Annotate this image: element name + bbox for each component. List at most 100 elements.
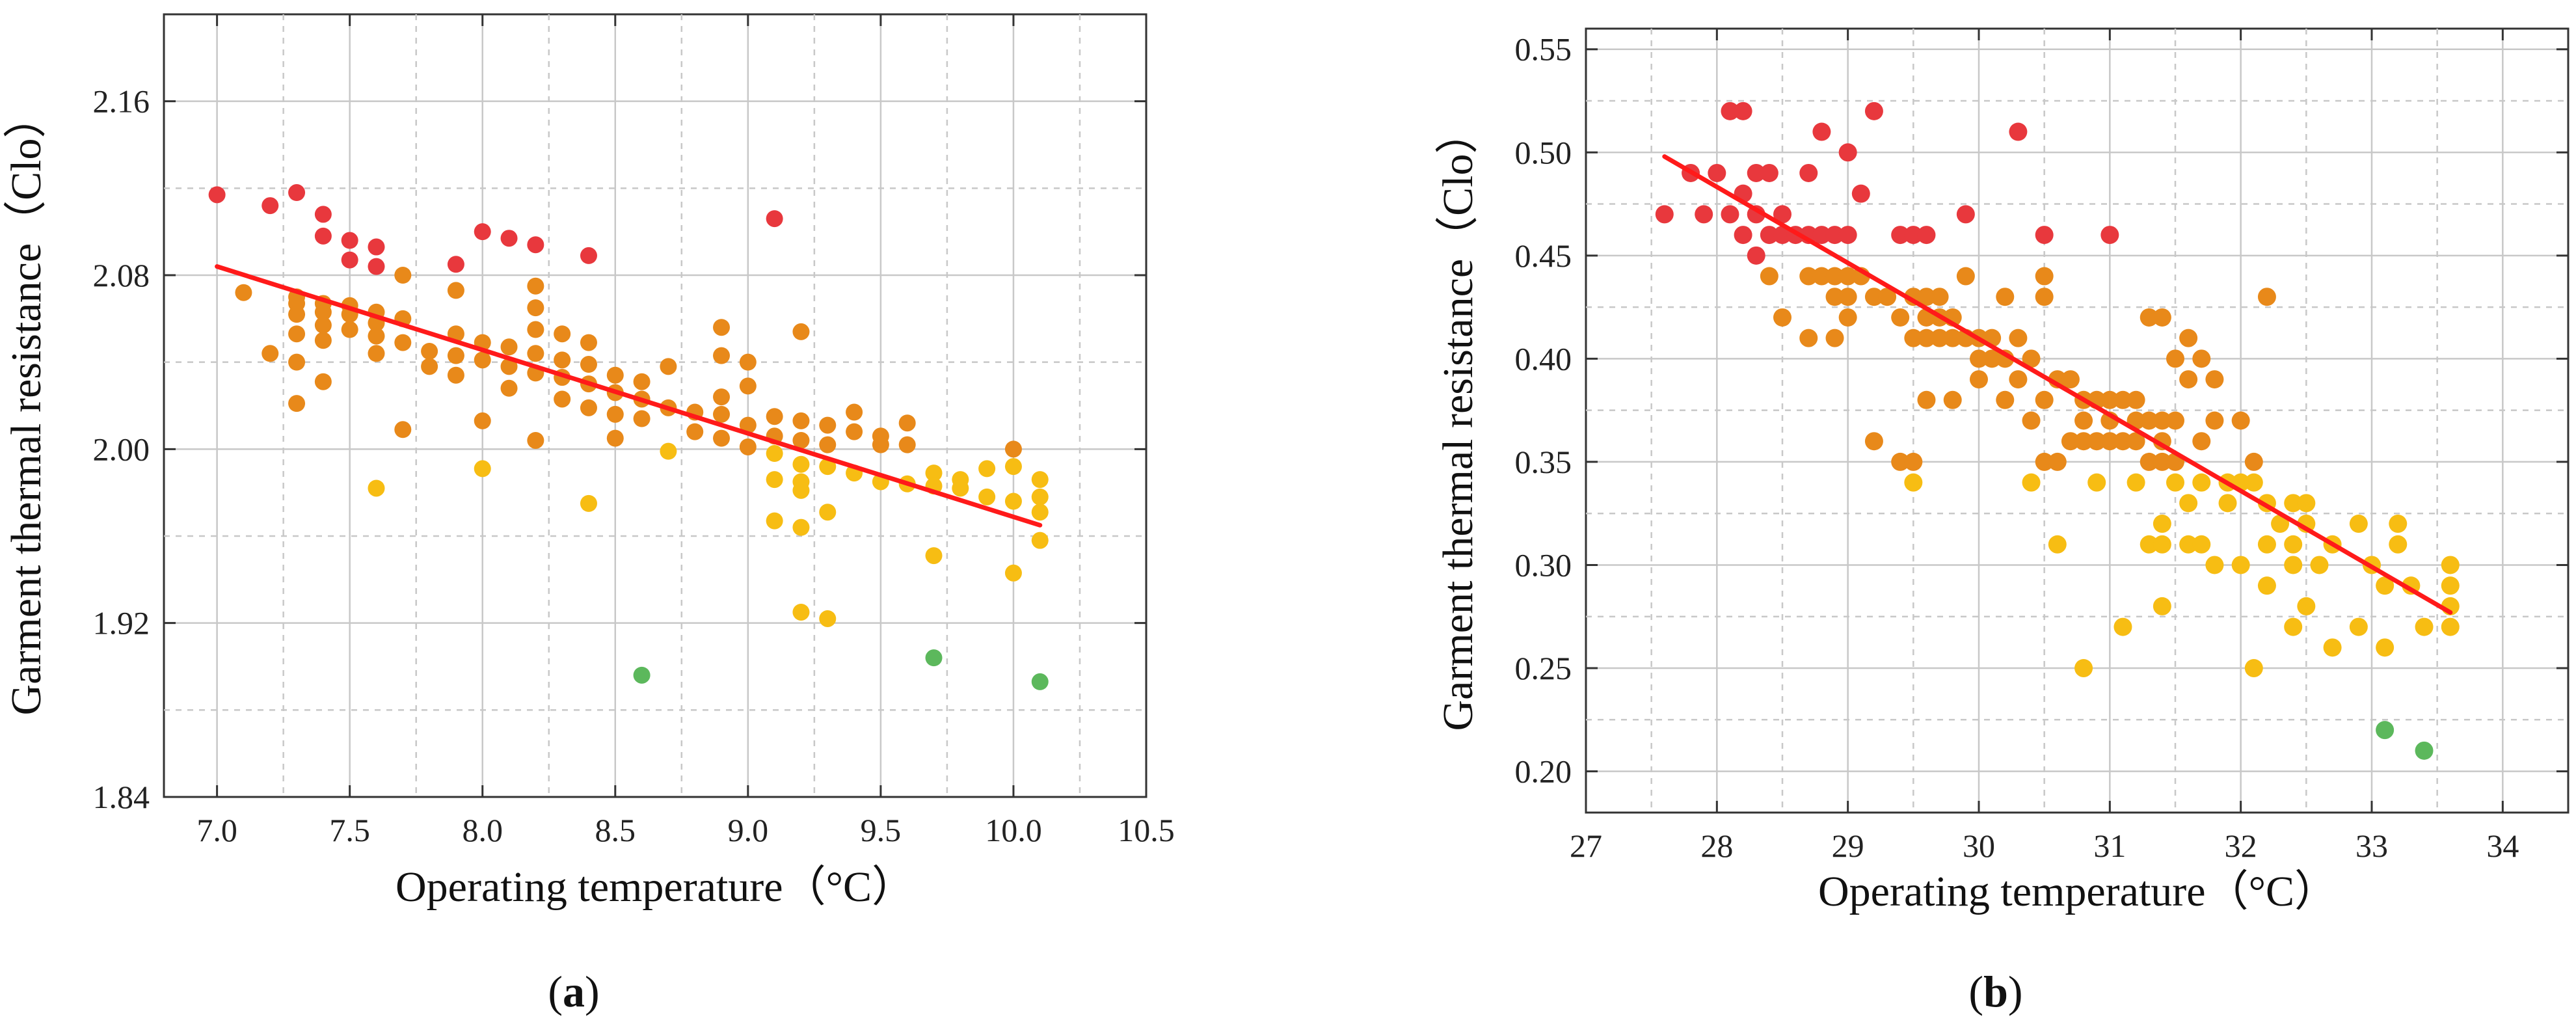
y-tick-label: 0.55 — [1515, 31, 1572, 68]
data-point-yellow — [792, 519, 810, 536]
data-point-orange — [394, 421, 412, 438]
data-point-yellow — [2323, 638, 2342, 657]
data-point-yellow — [1031, 488, 1049, 505]
data-point-red — [1812, 122, 1831, 141]
data-point-red — [1812, 226, 1831, 245]
data-point-yellow — [1004, 492, 1022, 510]
data-point-orange — [1943, 390, 1962, 409]
data-point-red — [2035, 226, 2054, 245]
panel-b-y-tick-labels: 0.20 0.25 0.30 0.35 0.40 0.45 0.50 0.55 — [1515, 31, 1572, 790]
data-point-yellow — [2113, 617, 2132, 636]
data-point-yellow — [819, 610, 837, 627]
data-point-orange — [2205, 411, 2224, 430]
data-point-yellow — [2297, 494, 2316, 513]
data-point-orange — [792, 431, 810, 449]
data-point-red — [2009, 122, 2028, 141]
data-point-red — [1917, 226, 1936, 245]
data-point-orange — [606, 405, 624, 423]
data-point-yellow — [2441, 576, 2460, 595]
data-point-orange — [713, 429, 731, 447]
data-point-orange — [527, 431, 544, 449]
data-point-orange — [2205, 370, 2224, 389]
data-point-orange — [766, 408, 783, 425]
data-point-orange — [527, 277, 544, 295]
data-point-orange — [1970, 370, 1988, 389]
data-point-orange — [2022, 349, 2041, 368]
data-point-orange — [739, 353, 757, 371]
panel-b-scatter-points — [1655, 101, 2460, 760]
data-point-orange — [288, 306, 306, 323]
data-point-yellow — [2153, 597, 2171, 615]
data-point-yellow — [925, 465, 943, 482]
data-point-yellow — [2153, 535, 2171, 554]
data-point-green — [925, 649, 943, 667]
panel-a-plot-frame — [163, 13, 1147, 798]
panel-a-tick-marks — [164, 14, 1147, 798]
data-point-orange — [1799, 329, 1818, 347]
data-point-orange — [580, 334, 597, 351]
data-point-yellow — [1904, 473, 1923, 492]
data-point-red — [1760, 226, 1778, 245]
data-point-orange — [1825, 329, 1844, 347]
panel-a-label: (a) — [548, 967, 599, 1016]
x-tick-label: 29 — [1832, 828, 1864, 864]
data-point-orange — [500, 358, 518, 375]
data-point-red — [580, 247, 597, 264]
data-point-red — [1734, 226, 1752, 245]
panel-a-scatter-points — [208, 184, 1049, 690]
data-point-orange — [2048, 452, 2067, 471]
data-point-orange — [1917, 390, 1936, 409]
data-point-orange — [2009, 370, 2028, 389]
data-point-orange — [2100, 432, 2119, 451]
data-point-yellow — [792, 603, 810, 621]
data-point-yellow — [2257, 576, 2276, 595]
data-point-orange — [1996, 288, 2015, 306]
data-point-orange — [1930, 329, 1949, 347]
data-point-green — [2415, 741, 2434, 760]
data-point-orange — [2035, 452, 2054, 471]
data-point-orange — [1812, 267, 1831, 286]
x-tick-label: 9.5 — [861, 812, 902, 848]
y-tick-label: 0.40 — [1515, 340, 1572, 377]
data-point-orange — [2022, 411, 2041, 430]
data-point-red — [314, 227, 332, 245]
data-point-orange — [368, 345, 385, 362]
data-point-orange — [554, 390, 571, 408]
data-point-orange — [792, 323, 810, 340]
data-point-orange — [2179, 370, 2198, 389]
data-point-orange — [2166, 411, 2184, 430]
y-tick-label: 0.45 — [1515, 237, 1572, 274]
data-point-orange — [2244, 452, 2263, 471]
data-point-yellow — [2271, 515, 2290, 533]
data-point-orange — [421, 358, 438, 375]
data-point-red — [262, 197, 279, 215]
data-point-red — [1747, 246, 1765, 265]
data-point-orange — [713, 388, 731, 406]
data-point-yellow — [2153, 515, 2171, 533]
data-point-orange — [898, 436, 916, 453]
data-point-orange — [394, 334, 412, 351]
data-point-yellow — [2192, 535, 2211, 554]
data-point-yellow — [1004, 458, 1022, 476]
data-point-orange — [872, 436, 889, 453]
data-point-orange — [660, 358, 677, 375]
data-point-orange — [235, 284, 252, 301]
data-point-orange — [1930, 288, 1949, 306]
data-point-yellow — [978, 488, 996, 505]
data-point-yellow — [2244, 473, 2263, 492]
data-point-red — [1721, 101, 1739, 120]
data-point-orange — [580, 356, 597, 373]
data-point-red — [1773, 226, 1791, 245]
data-point-orange — [2061, 370, 2080, 389]
data-point-orange — [819, 436, 837, 453]
data-point-yellow — [2257, 535, 2276, 554]
data-point-orange — [2035, 288, 2054, 306]
data-point-red — [1695, 205, 1713, 224]
data-point-yellow — [2179, 535, 2198, 554]
x-tick-label: 32 — [2225, 828, 2257, 864]
data-point-red — [288, 184, 306, 202]
data-point-red — [1956, 205, 1975, 224]
data-point-orange — [288, 353, 306, 371]
data-point-orange — [739, 416, 757, 434]
